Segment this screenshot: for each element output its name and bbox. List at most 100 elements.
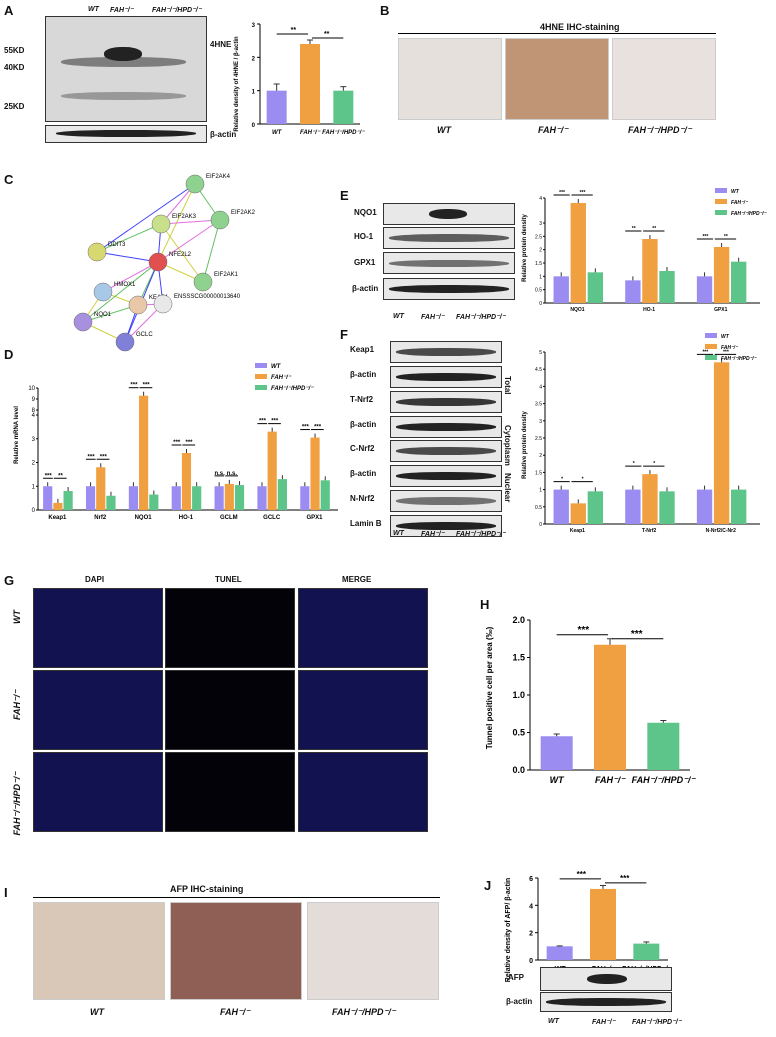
panel-label-h: H [480, 597, 490, 612]
legend-label: FAH⁻/⁻ [271, 375, 292, 381]
j-label-fah: FAH⁻/⁻ [592, 1019, 616, 1026]
b-label-fah-hpd: FAH⁻/⁻/HPD⁻/⁻ [628, 125, 692, 135]
sig-label: *** [314, 425, 322, 431]
x-tick-label: HO-1 [643, 307, 655, 313]
sig-label: ** [632, 226, 636, 232]
bar [553, 489, 569, 524]
network-node [151, 214, 171, 234]
y-tick-label: 2.0 [512, 615, 525, 625]
bar [128, 486, 138, 510]
i-label-fah: FAH⁻/⁻ [220, 1007, 251, 1017]
network-node [185, 174, 205, 194]
y-tick-label: 1 [539, 488, 542, 494]
bar [320, 480, 330, 510]
y-tick-label: 9 [32, 397, 36, 403]
sig-label: *** [186, 440, 194, 446]
chart-j-ylabel: Relative density of AFP/ β-actin [505, 878, 512, 982]
bar [106, 495, 116, 510]
legend-label: FAH⁻/⁻/HPD⁻/⁻ [721, 356, 758, 362]
y-tick-label: 2 [539, 453, 542, 459]
sig-label: *** [577, 870, 587, 879]
network-node-label: EIF2AK3 [172, 214, 197, 220]
marker-40kd: 40KD [4, 63, 25, 72]
f-row-label: T-Nrf2 [350, 395, 374, 404]
network-edge [96, 223, 162, 253]
group-label-fah-hpd: FAH⁻/⁻/HPD⁻/⁻ [152, 7, 202, 14]
x-tick-label: FAH⁻/⁻ [595, 775, 626, 785]
y-tick-label: 6 [529, 876, 533, 883]
bar [553, 276, 569, 303]
y-tick-label: 2 [252, 56, 256, 62]
sig-label: ** [324, 31, 330, 38]
marker-55kd: 55KD [4, 46, 25, 55]
f-blot-row [390, 341, 502, 363]
e-label-fah-hpd: FAH⁻/⁻/HPD⁻/⁻ [456, 314, 506, 321]
panel-b-title: 4HNE IHC-staining [540, 22, 620, 32]
bar [659, 491, 675, 524]
sig-label: * [653, 461, 655, 467]
y-tick-label: 8 [32, 408, 36, 414]
i-label-wt: WT [90, 1007, 104, 1017]
f-blot-row [390, 465, 502, 487]
sig-label: * [633, 461, 635, 467]
x-tick-label: WT [272, 130, 283, 136]
legend-swatch [255, 385, 267, 390]
y-tick-label: 2 [32, 461, 36, 467]
bar [139, 395, 149, 510]
i-label-fah-hpd: FAH⁻/⁻/HPD⁻/⁻ [332, 1007, 396, 1017]
network-edge [160, 223, 204, 283]
b-label-wt: WT [437, 125, 451, 135]
ihc-image-b-wt [398, 38, 502, 120]
y-tick-label: 1 [32, 484, 36, 490]
x-tick-label: GPX1 [307, 515, 324, 520]
x-tick-label: GCLM [220, 515, 238, 520]
panel-label-a: A [4, 3, 14, 18]
g-col-merge: MERGE [342, 575, 372, 584]
network-edge [82, 304, 139, 323]
legend-swatch [705, 344, 717, 349]
ihc-image-i-fah-hpd [307, 902, 439, 1000]
sig-label: *** [702, 349, 708, 355]
blot-e-gpx1 [383, 252, 515, 274]
e-row-nqo1: NQO1 [354, 208, 377, 217]
blot-j-afp [540, 967, 672, 991]
legend-swatch [705, 355, 717, 360]
g-image-dapi [33, 670, 163, 750]
network-edge [160, 219, 221, 225]
sig-label: *** [88, 454, 96, 460]
bar [594, 644, 626, 770]
bar [570, 503, 586, 524]
network-node [73, 312, 93, 332]
chart-d-ylabel: Relative mRNA level [14, 406, 20, 464]
sig-label: *** [577, 625, 589, 636]
g-col-tunel: TUNEL [215, 575, 242, 584]
protein-label-4hne: 4HNE [210, 40, 232, 49]
network-node-label: NFE2L2 [169, 252, 192, 258]
network-node-label: NQO1 [94, 312, 112, 318]
sig-label: * [561, 477, 563, 483]
x-tick-label: GCLC [263, 515, 281, 520]
sig-label: ** [652, 226, 656, 232]
bar [540, 736, 573, 770]
sig-label: *** [620, 874, 630, 883]
y-tick-label: 0.5 [535, 505, 542, 511]
y-tick-label: 1.0 [512, 690, 525, 700]
bar [149, 494, 159, 510]
legend-swatch [715, 188, 727, 193]
f-row-label: β-actin [350, 420, 377, 429]
sig-label: *** [100, 454, 108, 460]
g-image-tunel [165, 588, 295, 668]
j-row-actin: β-actin [506, 997, 533, 1006]
ihc-image-b-fah [505, 38, 609, 120]
panel-label-i: I [4, 885, 8, 900]
network-edge [202, 219, 221, 283]
f-section-cytoplasm: Cytoplasm [503, 425, 512, 466]
panel-label-c: C [4, 172, 14, 187]
j-row-afp: AFP [508, 973, 524, 982]
f-label-fah: FAH⁻/⁻ [421, 531, 445, 538]
western-blot-4hne [45, 16, 207, 122]
y-tick-label: 0.5 [535, 288, 542, 294]
bar [300, 44, 320, 124]
bar [214, 486, 224, 510]
ihc-image-i-fah [170, 902, 302, 1000]
